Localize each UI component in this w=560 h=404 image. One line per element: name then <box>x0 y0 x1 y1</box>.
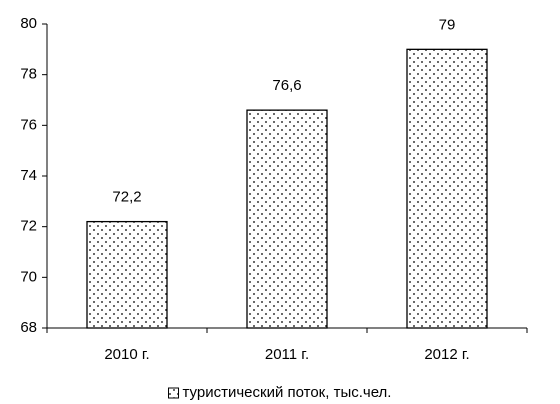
y-tick-label: 76 <box>20 116 37 133</box>
data-label: 79 <box>439 16 456 33</box>
x-tick-label: 2012 г. <box>424 346 469 363</box>
legend-swatch <box>168 387 180 399</box>
y-tick-label: 74 <box>20 167 37 184</box>
y-tick-label: 70 <box>20 268 37 285</box>
legend-label: туристический поток, тыс.чел. <box>183 384 392 401</box>
y-tick-label: 72 <box>20 218 37 235</box>
bar <box>406 48 488 329</box>
data-label: 76,6 <box>272 77 301 94</box>
data-label: 72,2 <box>112 189 141 206</box>
y-tick-label: 68 <box>20 319 37 336</box>
y-tick-label: 78 <box>20 66 37 83</box>
x-tick-label: 2011 г. <box>265 346 309 363</box>
x-tick-label: 2010 г. <box>104 346 149 363</box>
bar <box>246 109 328 329</box>
bar <box>86 220 168 329</box>
y-tick-label: 80 <box>20 15 37 32</box>
